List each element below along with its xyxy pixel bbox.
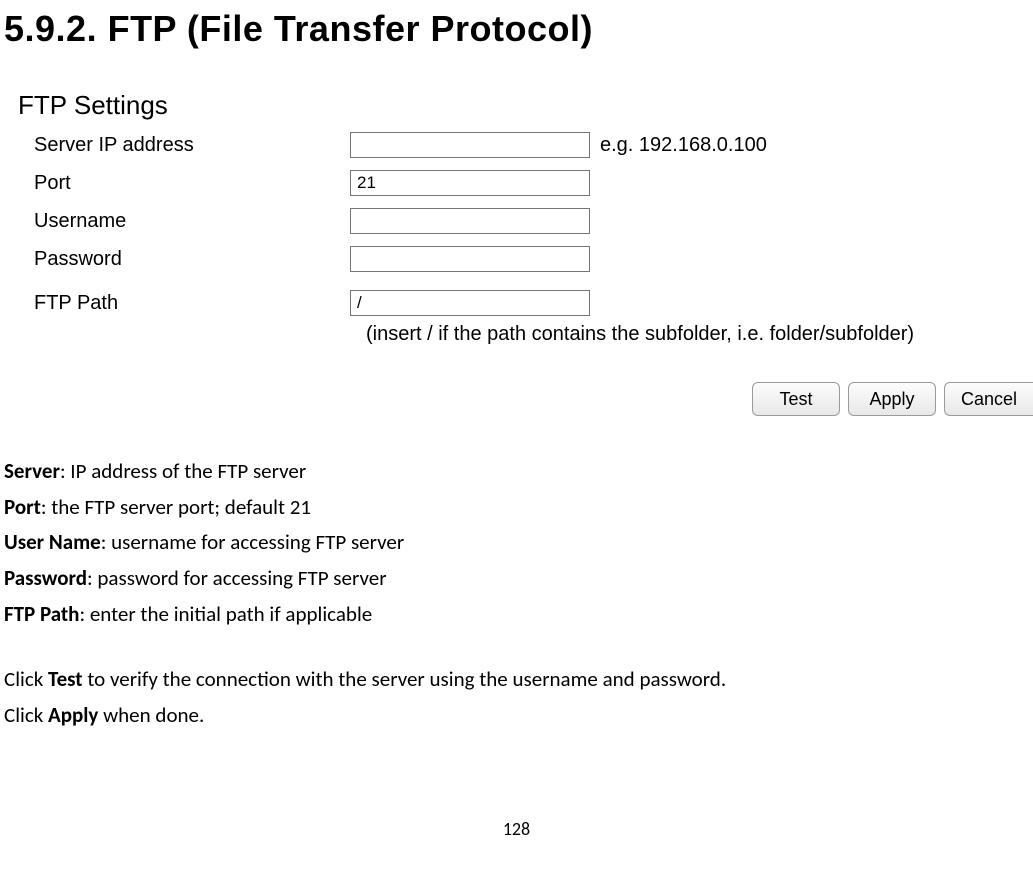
page-number: 128 [0, 818, 1033, 840]
row-password: Password [34, 243, 1033, 275]
input-ftp-path[interactable] [350, 290, 590, 316]
desc-server: Server: IP address of the FTP server [4, 454, 1033, 490]
ftp-path-note: (insert / if the path contains the subfo… [366, 323, 1033, 346]
input-username[interactable] [350, 208, 590, 234]
button-row: Test Apply Cancel [18, 382, 1033, 416]
label-server-ip: Server IP address [34, 134, 350, 157]
label-ftp-path: FTP Path [34, 292, 350, 315]
hint-server-ip: e.g. 192.168.0.100 [600, 134, 767, 157]
label-port: Port [34, 172, 350, 195]
settings-table: Server IP address e.g. 192.168.0.100 Por… [34, 129, 1033, 346]
label-password: Password [34, 248, 350, 271]
row-ftp-path: FTP Path [34, 287, 1033, 319]
desc-port: Port: the FTP server port; default 21 [4, 490, 1033, 526]
description-block: Server: IP address of the FTP server Por… [4, 454, 1033, 632]
action-test-line: Click Test to verify the connection with… [4, 662, 1033, 698]
input-port[interactable] [350, 170, 590, 196]
section-title: 5.9.2. FTP (File Transfer Protocol) [0, 0, 1033, 50]
desc-ftppath: FTP Path: enter the initial path if appl… [4, 597, 1033, 633]
apply-button[interactable]: Apply [848, 382, 936, 416]
test-button[interactable]: Test [752, 382, 840, 416]
row-server-ip: Server IP address e.g. 192.168.0.100 [34, 129, 1033, 161]
cancel-button[interactable]: Cancel [944, 382, 1033, 416]
action-apply-line: Click Apply when done. [4, 698, 1033, 734]
desc-username: User Name: username for accessing FTP se… [4, 525, 1033, 561]
row-username: Username [34, 205, 1033, 237]
input-server-ip[interactable] [350, 132, 590, 158]
label-username: Username [34, 210, 350, 233]
input-password[interactable] [350, 246, 590, 272]
action-paragraph: Click Test to verify the connection with… [4, 662, 1033, 733]
panel-heading: FTP Settings [18, 90, 1033, 121]
desc-password: Password: password for accessing FTP ser… [4, 561, 1033, 597]
row-port: Port [34, 167, 1033, 199]
ftp-settings-panel: FTP Settings Server IP address e.g. 192.… [18, 90, 1033, 416]
